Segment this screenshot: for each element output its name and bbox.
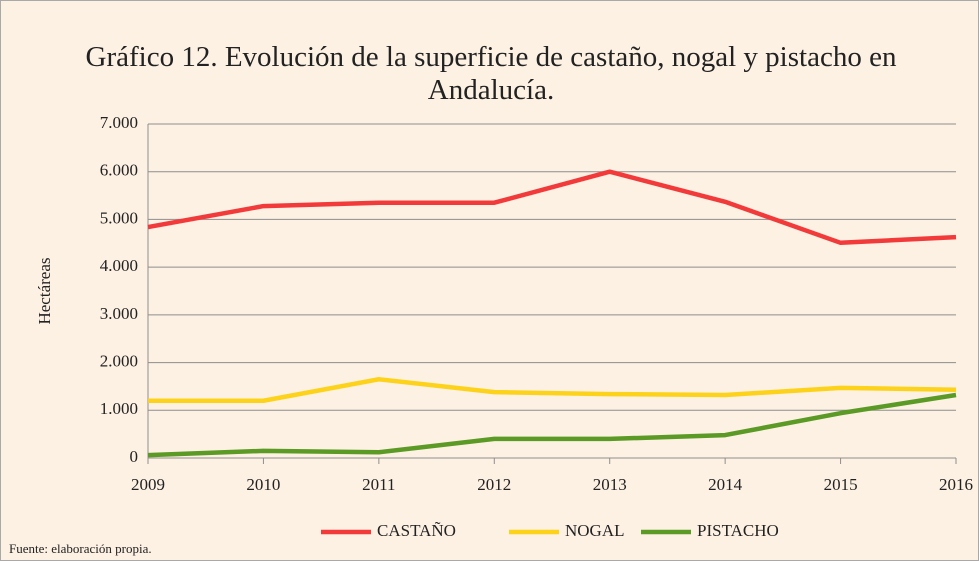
x-tick-label: 2015 (824, 475, 858, 494)
series-line (148, 377, 957, 403)
series-line (147, 169, 957, 246)
legend-label: NOGAL (565, 521, 625, 540)
y-tick-label: 3.000 (100, 304, 138, 323)
chart-title: Gráfico 12. Evolución de la superficie d… (85, 41, 897, 106)
x-tick-label: 2012 (477, 475, 511, 494)
x-tick-label: 2011 (362, 475, 395, 494)
legend-label: PISTACHO (697, 521, 779, 540)
series-line (147, 392, 957, 458)
y-tick-label: 7.000 (100, 113, 138, 132)
y-tick-label: 2.000 (100, 351, 138, 370)
y-tick-label: 6.000 (100, 161, 138, 180)
x-tick-label: 2014 (708, 475, 743, 494)
x-tick-label: 2009 (131, 475, 165, 494)
x-tick-label: 2010 (246, 475, 280, 494)
x-tick-label: 2013 (593, 475, 627, 494)
y-tick-label: 4.000 (100, 256, 138, 275)
y-tick-label: 1.000 (100, 399, 138, 418)
source-note: Fuente: elaboración propia. (9, 541, 152, 556)
x-tick-label: 2016 (939, 475, 973, 494)
y-tick-label: 5.000 (100, 208, 138, 227)
legend-label: CASTAÑO (377, 521, 456, 540)
y-axis-label: Hectáreas (35, 257, 54, 324)
y-tick-label: 0 (130, 447, 139, 466)
